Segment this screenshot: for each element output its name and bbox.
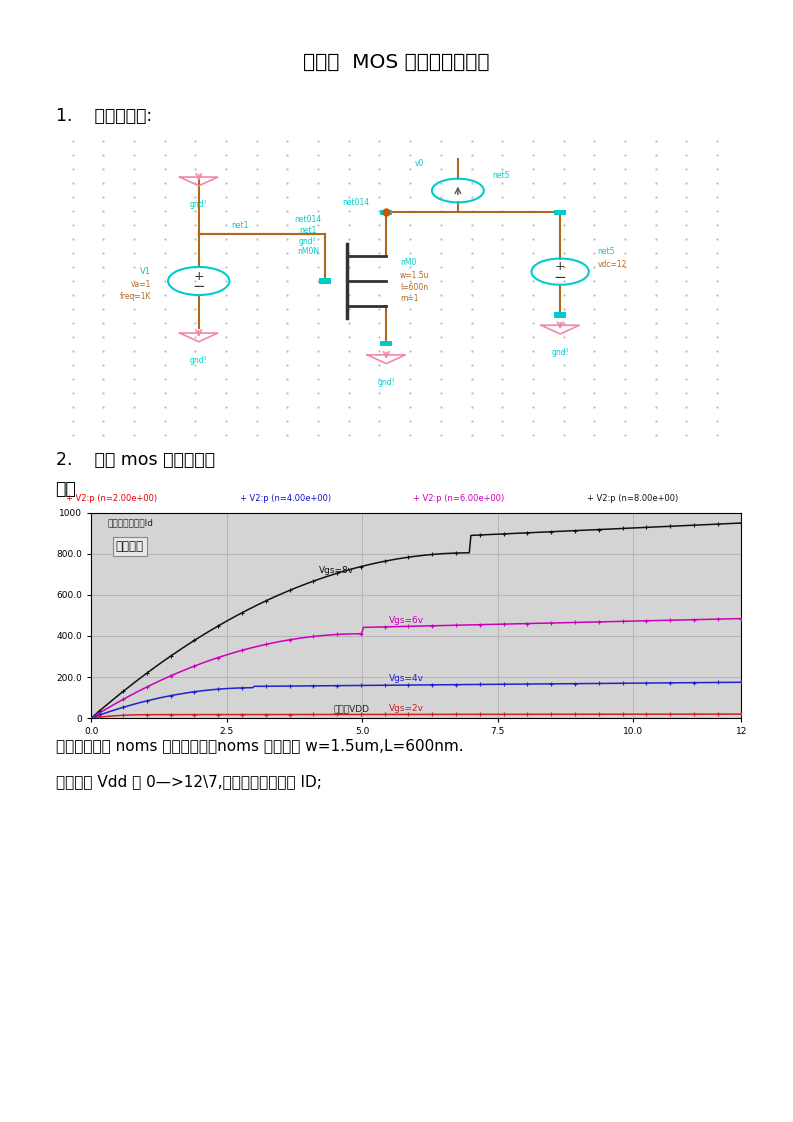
Text: + V2:p (n=8.00e+00): + V2:p (n=8.00e+00) xyxy=(587,494,678,503)
Text: l=600n: l=600n xyxy=(400,284,428,293)
Text: Vgs=2v: Vgs=2v xyxy=(389,705,424,714)
Text: + V2:p (n=2.00e+00): + V2:p (n=2.00e+00) xyxy=(67,494,158,503)
Text: freq=1K: freq=1K xyxy=(120,292,151,301)
Text: gnd!: gnd! xyxy=(190,200,208,209)
Text: m=1: m=1 xyxy=(400,294,419,303)
Text: +: + xyxy=(555,260,565,274)
Text: nM0: nM0 xyxy=(400,258,416,267)
Text: 输出特性: 输出特性 xyxy=(116,540,144,553)
Text: 实验一  MOS 管基本特性测试: 实验一 MOS 管基本特性测试 xyxy=(303,53,490,72)
Text: 测量的是一个 noms 的输出特性，noms 的参数为 w=1.5um,L=600nm.: 测量的是一个 noms 的输出特性，noms 的参数为 w=1.5um,L=60… xyxy=(56,738,463,753)
Text: vdc=12: vdc=12 xyxy=(598,260,627,269)
Text: Vgs=6v: Vgs=6v xyxy=(389,616,424,625)
Text: net5: net5 xyxy=(492,171,509,180)
Text: gnd!: gnd! xyxy=(299,237,316,246)
Bar xyxy=(380,210,393,215)
Text: −: − xyxy=(554,269,566,285)
Text: 性：: 性： xyxy=(56,480,76,498)
Text: net1: net1 xyxy=(231,221,248,230)
Bar xyxy=(554,210,566,215)
Text: gnd!: gnd! xyxy=(551,348,569,357)
Text: 横坐标VDD: 横坐标VDD xyxy=(333,703,370,712)
Text: gnd!: gnd! xyxy=(377,378,395,387)
Text: net5: net5 xyxy=(598,248,615,257)
Text: 1.    电路原理图:: 1. 电路原理图: xyxy=(56,107,151,125)
Text: net014: net014 xyxy=(294,214,321,223)
Text: net014: net014 xyxy=(342,197,370,206)
Bar xyxy=(319,278,331,284)
Text: gnd!: gnd! xyxy=(190,356,208,365)
Text: nM0N: nM0N xyxy=(297,248,319,257)
Text: 横坐标为 Vdd 从 0—>12\7,纵坐标为漏极电流 ID;: 横坐标为 Vdd 从 0—>12\7,纵坐标为漏极电流 ID; xyxy=(56,774,321,789)
Bar xyxy=(554,313,566,319)
Text: 纵坐标漏极电流Id: 纵坐标漏极电流Id xyxy=(108,518,154,527)
Text: V1: V1 xyxy=(140,267,151,276)
Text: v0: v0 xyxy=(415,158,423,167)
Text: Vgs=8v: Vgs=8v xyxy=(319,565,354,574)
Text: w=1.5u: w=1.5u xyxy=(400,270,430,279)
Bar xyxy=(380,341,393,347)
Text: +: + xyxy=(193,269,204,283)
Text: Vgs=4v: Vgs=4v xyxy=(389,674,424,683)
Text: va=1: va=1 xyxy=(131,279,151,288)
Text: + V2:p (n=4.00e+00): + V2:p (n=4.00e+00) xyxy=(239,494,331,503)
Text: −: − xyxy=(193,279,205,294)
Text: + V2:p (n=6.00e+00): + V2:p (n=6.00e+00) xyxy=(413,494,504,503)
Text: 2.    测试 mos 管的输出特: 2. 测试 mos 管的输出特 xyxy=(56,451,215,469)
Text: net1: net1 xyxy=(299,226,316,234)
